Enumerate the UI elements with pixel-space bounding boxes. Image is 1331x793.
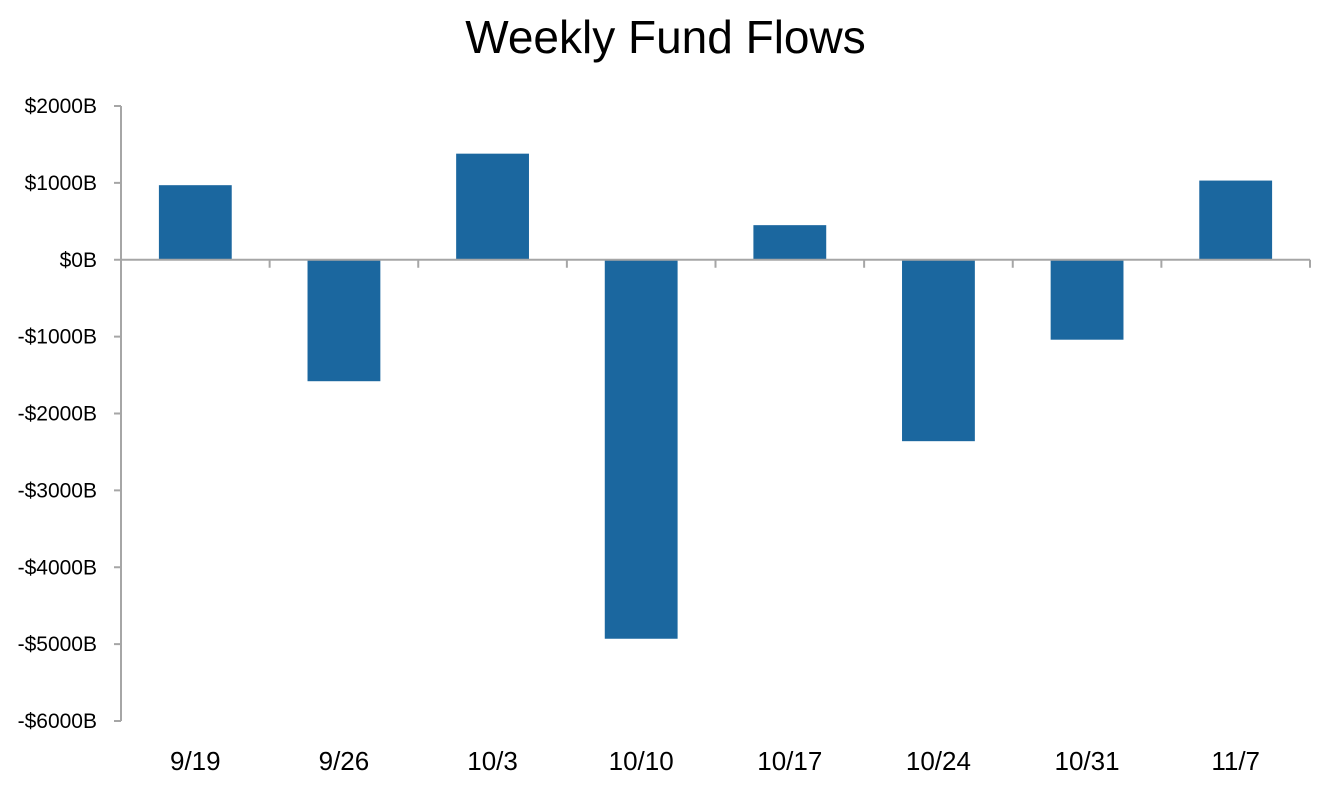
bar-10-17	[753, 225, 827, 260]
y-tick-label: $1000B	[25, 172, 97, 195]
x-category-label: 11/7	[1211, 746, 1260, 776]
x-category-label: 10/3	[467, 746, 518, 776]
bar-10-24	[902, 259, 975, 442]
x-category-label: 10/17	[757, 746, 822, 776]
bar-10-31	[1050, 259, 1124, 340]
x-axis: 9/19 9/26 10/3 10/10 10/17 10/24 10/31 11/7	[121, 258, 1311, 776]
x-category-label: 9/26	[319, 746, 370, 776]
x-category-label: 10/31	[1055, 746, 1120, 776]
x-category-label: 9/19	[170, 746, 221, 776]
y-tick-label: $0B	[60, 249, 97, 272]
y-axis: $2000B $1000B $0B -$1000B -$2000B -$3000B -$40…	[18, 95, 122, 733]
y-tick-label: -$4000B	[18, 556, 97, 579]
bar-10-3	[456, 153, 529, 260]
bar-9-26	[307, 259, 381, 382]
y-tick-label: -$3000B	[18, 479, 97, 502]
y-tick-label: -$2000B	[18, 403, 97, 426]
bar-9-19	[158, 185, 232, 260]
bars	[158, 153, 1273, 639]
bar-10-10	[604, 259, 678, 639]
y-tick-label: $2000B	[25, 95, 97, 118]
x-category-label: 10/10	[609, 746, 674, 776]
y-tick-label: -$6000B	[18, 710, 97, 733]
y-tick-label: -$1000B	[18, 326, 97, 349]
bar-11-7	[1199, 180, 1273, 260]
y-tick-label: -$5000B	[18, 633, 97, 656]
chart-title: Weekly Fund Flows	[465, 11, 866, 63]
x-category-label: 10/24	[906, 746, 971, 776]
